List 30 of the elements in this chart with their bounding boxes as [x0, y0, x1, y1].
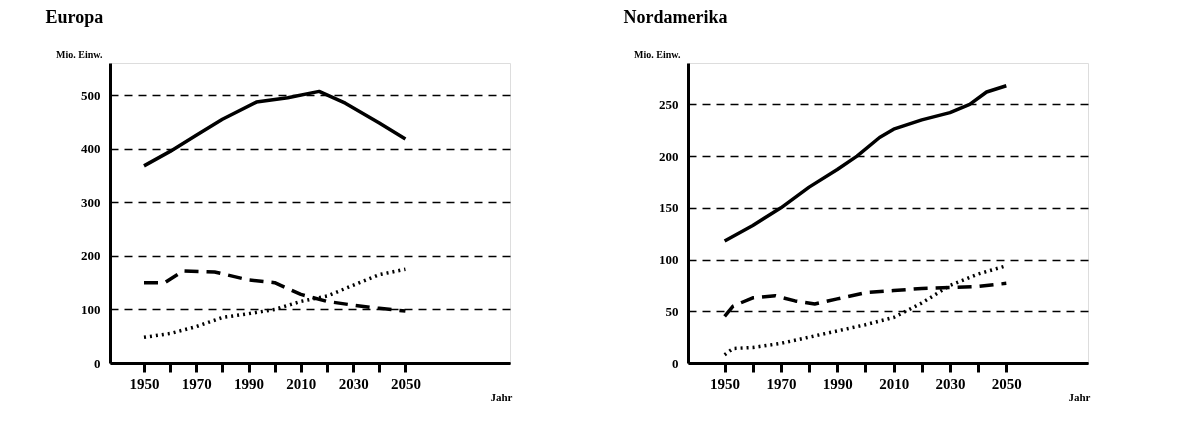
y-tick-label: 400: [81, 141, 101, 157]
y-tick-label: 200: [81, 248, 101, 264]
x-tick-label: 2030: [338, 375, 369, 392]
x-tick-label: 1990: [234, 375, 265, 392]
y-axis-title: Mio. Einw.: [56, 48, 103, 60]
y-axis-title: Mio. Einw.: [634, 48, 681, 60]
x-tick-label: 1990: [822, 375, 853, 392]
chart-title: Nordamerika: [623, 7, 728, 27]
y-tick-label: 300: [81, 194, 101, 210]
x-tick-label: 2050: [991, 375, 1022, 392]
y-tick-label: 100: [81, 301, 101, 317]
y-tick-label: 0: [672, 355, 679, 371]
y-tick-label: 100: [659, 252, 679, 268]
x-tick-label: 1950: [710, 375, 741, 392]
x-tick-label: 1950: [129, 375, 160, 392]
y-tick-label: 500: [81, 87, 101, 103]
x-tick-label: 1970: [766, 375, 797, 392]
y-tick-label: 200: [659, 148, 679, 164]
y-tick-label: 250: [659, 96, 679, 112]
x-tick-label: 1970: [181, 375, 212, 392]
y-tick-label: 50: [665, 303, 679, 319]
y-tick-label: 150: [659, 200, 679, 216]
chart-title: Europa: [45, 7, 104, 27]
x-tick-label: 2010: [286, 375, 317, 392]
x-axis-title: Jahr: [490, 390, 513, 403]
x-tick-label: 2010: [879, 375, 910, 392]
y-tick-label: 0: [94, 355, 101, 371]
x-tick-label: 2030: [935, 375, 966, 392]
x-tick-label: 2050: [390, 375, 421, 392]
x-axis-title: Jahr: [1068, 390, 1091, 403]
